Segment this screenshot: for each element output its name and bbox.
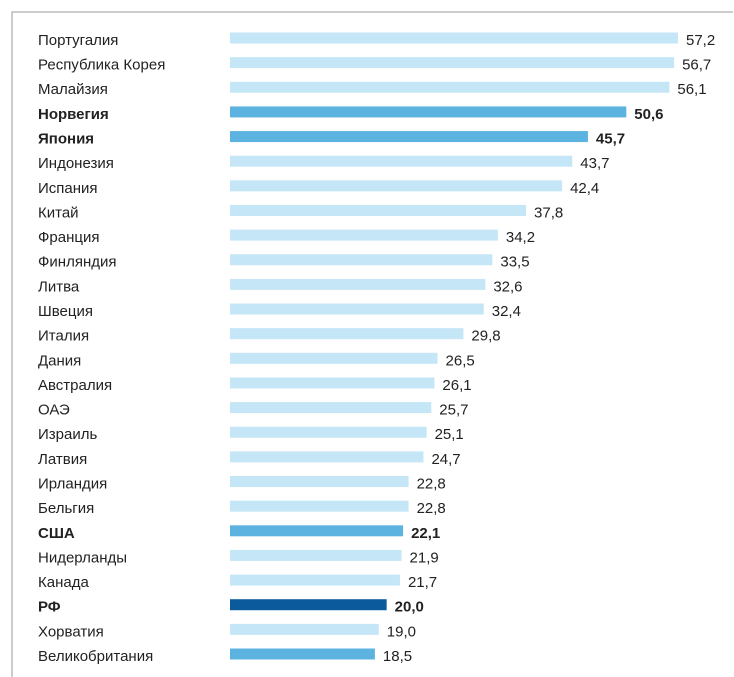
bar — [230, 352, 438, 364]
category-label: Индонезия — [38, 155, 114, 172]
value-label: 26,5 — [446, 352, 475, 369]
category-label: Норвегия — [38, 106, 109, 123]
category-label: Япония — [38, 131, 94, 148]
category-label: Литва — [38, 278, 80, 295]
value-label: 25,7 — [439, 402, 468, 419]
category-label: Ирландия — [38, 475, 107, 492]
bar — [230, 229, 498, 241]
bar — [230, 648, 375, 660]
value-label: 26,1 — [442, 377, 471, 394]
value-label: 18,5 — [383, 648, 412, 665]
value-label: 56,7 — [682, 57, 711, 74]
bar — [230, 451, 424, 463]
bar — [230, 254, 493, 266]
bar — [230, 278, 486, 290]
bar — [230, 32, 678, 44]
category-label: Израиль — [38, 426, 97, 443]
category-label: Финляндия — [38, 254, 116, 271]
bar — [230, 599, 387, 611]
category-label: Испания — [38, 180, 98, 197]
category-label: Португалия — [38, 32, 118, 49]
category-label: ОАЭ — [38, 402, 70, 419]
category-label: Нидерланды — [38, 549, 127, 566]
category-label: Бельгия — [38, 500, 94, 517]
value-label: 43,7 — [580, 155, 609, 172]
bar — [230, 328, 464, 340]
value-label: 32,6 — [493, 278, 522, 295]
bar — [230, 623, 379, 635]
bar — [230, 81, 670, 93]
category-label: Австралия — [38, 377, 112, 394]
category-label: Канада — [38, 574, 89, 591]
bar — [230, 303, 484, 315]
category-label: Хорватия — [38, 623, 104, 640]
bar — [230, 549, 402, 561]
value-label: 33,5 — [500, 254, 529, 271]
category-label: Италия — [38, 328, 89, 345]
category-label: Республика Корея — [38, 57, 165, 74]
bar — [230, 204, 527, 216]
value-label: 37,8 — [534, 204, 563, 221]
bar — [230, 525, 404, 537]
category-label: Китай — [38, 204, 79, 221]
value-label: 56,1 — [677, 81, 706, 98]
bar — [230, 402, 432, 414]
category-label: Дания — [38, 352, 81, 369]
bar — [230, 180, 563, 192]
value-label: 22,8 — [417, 475, 446, 492]
category-label: США — [38, 525, 75, 542]
value-label: 22,8 — [417, 500, 446, 517]
category-label: РФ — [38, 599, 61, 616]
value-label: 22,1 — [411, 525, 440, 542]
bar — [230, 426, 427, 438]
category-label: Великобритания — [38, 648, 153, 665]
value-label: 57,2 — [686, 32, 715, 49]
category-label: Латвия — [38, 451, 87, 468]
category-label: Швеция — [38, 303, 93, 320]
value-label: 24,7 — [431, 451, 460, 468]
value-label: 34,2 — [506, 229, 535, 246]
bar — [230, 476, 409, 488]
bar — [230, 131, 588, 143]
bar — [230, 155, 573, 167]
category-label: Малайзия — [38, 81, 108, 98]
bar — [230, 106, 627, 118]
bar — [230, 57, 675, 69]
value-label: 19,0 — [387, 623, 416, 640]
frame — [11, 11, 733, 677]
value-label: 42,4 — [570, 180, 599, 197]
value-label: 29,8 — [471, 328, 500, 345]
value-label: 21,7 — [408, 574, 437, 591]
value-label: 25,1 — [435, 426, 464, 443]
value-label: 32,4 — [492, 303, 521, 320]
bar — [230, 500, 409, 512]
bar — [230, 574, 400, 586]
value-label: 21,9 — [410, 549, 439, 566]
bar — [230, 377, 435, 389]
category-label: Франция — [38, 229, 99, 246]
value-label: 50,6 — [634, 106, 663, 123]
value-label: 20,0 — [395, 599, 424, 616]
value-label: 45,7 — [596, 131, 625, 148]
